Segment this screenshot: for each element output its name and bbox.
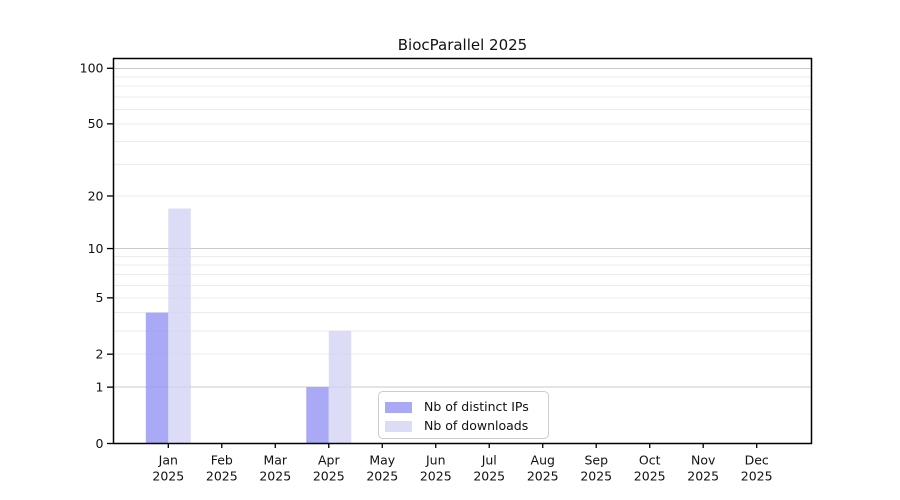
x-tick-label-year: 2025 (580, 469, 612, 484)
bar-distinct-ips (145, 312, 169, 444)
x-tick-label-month: Oct (639, 453, 661, 468)
x-tick-label-year: 2025 (259, 469, 291, 484)
x-tick-label-year: 2025 (741, 469, 773, 484)
legend-label-distinct-ips: Nb of distinct IPs (424, 399, 529, 415)
x-tick-label-year: 2025 (313, 469, 345, 484)
x-tick-label-year: 2025 (366, 469, 398, 484)
y-tick-label: 2 (96, 346, 104, 361)
legend: Nb of distinct IPs Nb of downloads (378, 391, 549, 439)
legend-swatch-downloads (385, 421, 412, 432)
y-tick-label: 100 (80, 61, 104, 76)
y-tick-label: 0 (96, 436, 104, 451)
x-tick-label-year: 2025 (634, 469, 666, 484)
x-tick-label-year: 2025 (527, 469, 559, 484)
x-tick-label-month: Aug (531, 453, 555, 468)
plot-frame (112, 57, 813, 445)
x-tick-label-month: Sep (584, 453, 608, 468)
x-tick-label-month: Jul (481, 453, 497, 468)
x-tick-label-month: Apr (318, 453, 340, 468)
x-tick-label-month: Mar (263, 453, 287, 468)
y-tick-label: 1 (96, 379, 104, 394)
legend-item-distinct-ips: Nb of distinct IPs (385, 398, 548, 417)
bar-downloads (168, 208, 191, 444)
legend-label-downloads: Nb of downloads (424, 418, 529, 434)
x-tick-label-year: 2025 (206, 469, 238, 484)
y-tick-label: 20 (88, 188, 104, 203)
bar-downloads (328, 330, 352, 444)
x-tick-label-month: Jun (425, 453, 446, 468)
x-tick-label-year: 2025 (687, 469, 719, 484)
legend-item-downloads: Nb of downloads (385, 417, 548, 436)
x-tick-label-month: Dec (745, 453, 769, 468)
x-tick-label-month: May (369, 453, 395, 468)
x-tick-label-month: Nov (691, 453, 716, 468)
legend-swatch-distinct-ips (385, 402, 412, 413)
x-tick-label-month: Jan (158, 453, 178, 468)
bar-distinct-ips (306, 387, 329, 444)
x-tick-label-year: 2025 (420, 469, 452, 484)
y-tick-label: 5 (96, 290, 104, 305)
x-tick-label-month: Feb (211, 453, 233, 468)
x-tick-label-year: 2025 (473, 469, 505, 484)
chart-title: BiocParallel 2025 (397, 36, 528, 54)
y-tick-label: 50 (88, 116, 104, 131)
y-tick-label: 10 (88, 241, 104, 256)
x-tick-label-year: 2025 (152, 469, 184, 484)
